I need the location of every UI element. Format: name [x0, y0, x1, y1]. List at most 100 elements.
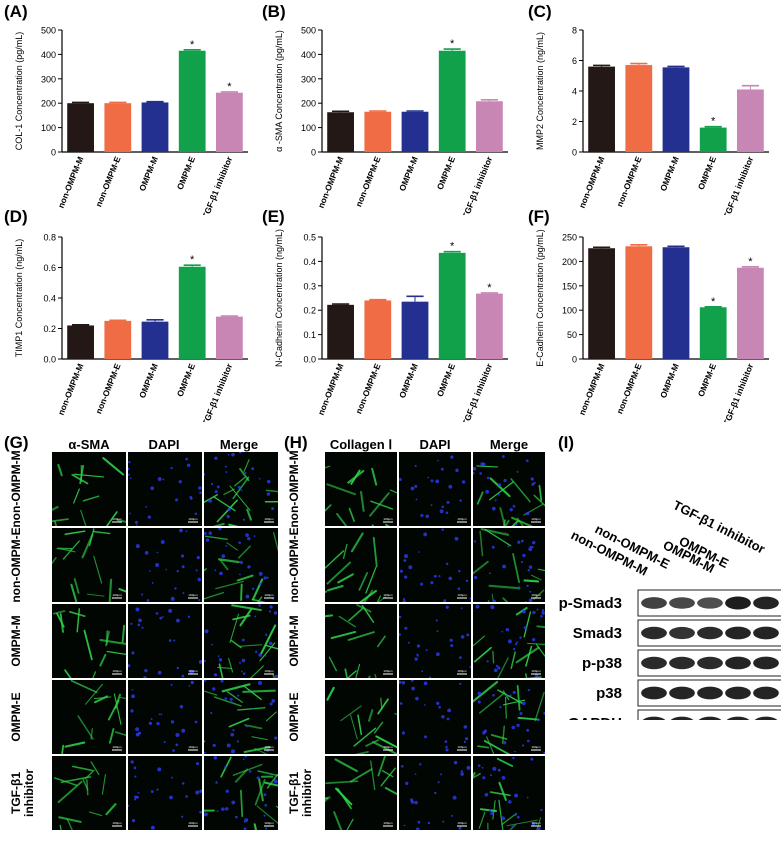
micrograph-texture: 100μm	[128, 756, 202, 830]
nucleus-dot	[225, 545, 227, 547]
nucleus-dot	[264, 804, 267, 807]
nucleus-dot	[151, 826, 155, 830]
cell-fiber	[216, 581, 244, 588]
cell-fiber	[73, 766, 92, 770]
nucleus-dot	[522, 744, 524, 746]
cell-fiber	[526, 674, 529, 678]
nucleus-dot	[152, 582, 154, 584]
nucleus-dot	[157, 767, 161, 771]
cell-fiber	[75, 579, 79, 593]
nucleus-dot	[252, 588, 254, 590]
scale-bar-label: 100μm	[112, 821, 122, 825]
nucleus-dot	[466, 633, 469, 636]
cell-fiber	[338, 789, 351, 808]
nucleus-dot	[204, 473, 205, 475]
cell-fiber	[479, 601, 489, 602]
bar	[142, 102, 169, 152]
nucleus-dot	[458, 570, 460, 572]
nucleus-dot	[420, 514, 423, 517]
nucleus-dot	[204, 680, 206, 682]
nucleus-dot	[149, 722, 152, 725]
cell-fiber	[386, 525, 397, 526]
nucleus-dot	[199, 660, 202, 664]
category-label: non-OMPM-M	[316, 155, 346, 210]
nucleus-dot	[132, 819, 135, 822]
y-tick-label: 200	[301, 99, 316, 109]
nucleus-dot	[464, 725, 468, 729]
micrograph-texture: 100μm	[128, 604, 202, 678]
micrograph-merge: 100μm	[204, 452, 278, 526]
blot-band	[753, 597, 779, 610]
nucleus-dot	[511, 825, 514, 828]
nucleus-dot	[179, 529, 183, 533]
significance-asterisk: *	[450, 38, 455, 50]
nucleus-dot	[196, 569, 198, 571]
micrograph-texture: 100μm	[325, 452, 397, 526]
nucleus-dot	[275, 675, 278, 678]
nucleus-dot	[169, 639, 172, 642]
nucleus-dot	[414, 657, 417, 660]
nucleus-dot	[214, 457, 217, 460]
cell-fiber	[274, 533, 278, 551]
nucleus-dot	[197, 556, 200, 559]
micrograph-texture: 100μm	[52, 528, 126, 602]
micrograph-merge: 100μm	[473, 452, 545, 526]
nucleus-dot	[244, 821, 246, 823]
cell-fiber	[356, 752, 367, 754]
micrograph-texture: 100μm	[204, 528, 278, 602]
nucleus-dot	[448, 577, 452, 581]
cell-fiber	[261, 625, 275, 653]
nucleus-dot	[225, 466, 227, 468]
nucleus-dot	[274, 611, 277, 614]
cell-fiber	[78, 716, 93, 739]
cell-fiber	[378, 636, 385, 646]
nucleus-dot	[490, 812, 494, 816]
scale-bar-label: 100μm	[112, 593, 122, 597]
y-tick-label: 0.0	[303, 355, 316, 365]
blot-band	[725, 657, 751, 670]
nucleus-dot	[461, 770, 463, 772]
nucleus-dot	[531, 477, 534, 480]
nucleus-dot	[265, 634, 267, 636]
nucleus-dot	[532, 638, 535, 641]
bar	[476, 294, 503, 359]
bar	[663, 67, 690, 152]
nucleus-dot	[230, 733, 234, 737]
nucleus-dot	[417, 644, 420, 647]
nucleus-dot	[416, 827, 419, 830]
nucleus-dot	[269, 610, 271, 612]
nucleus-dot	[469, 666, 471, 668]
nucleus-dot	[141, 593, 143, 595]
scale-bar-label: 100μm	[112, 669, 122, 673]
cell-fiber	[227, 692, 242, 702]
bar	[700, 128, 727, 152]
nucleus-dot	[158, 477, 162, 481]
nucleus-dot	[244, 472, 246, 474]
y-tick-label: 300	[41, 74, 56, 84]
nucleus-dot	[225, 807, 228, 810]
y-tick-label: 4	[572, 87, 577, 97]
cell-fiber	[350, 509, 355, 521]
nucleus-dot	[497, 666, 500, 669]
nucleus-dot	[143, 676, 146, 678]
nucleus-dot	[228, 454, 230, 456]
nucleus-dot	[190, 497, 193, 500]
category-label: non-OMPM-E	[353, 155, 382, 209]
y-axis-label: E-Cadherin Concentration (pg/mL)	[535, 229, 545, 367]
cell-fiber	[378, 699, 388, 713]
bar	[625, 246, 652, 359]
nucleus-dot	[157, 552, 159, 554]
nucleus-dot	[191, 681, 194, 684]
nucleus-dot	[507, 545, 509, 547]
nucleus-dot	[226, 790, 229, 793]
nucleus-dot	[446, 606, 449, 609]
cell-fiber	[60, 746, 63, 754]
nucleus-dot	[131, 651, 134, 654]
nucleus-dot	[404, 554, 408, 558]
nucleus-dot	[431, 504, 433, 506]
nucleus-dot	[136, 544, 140, 548]
nucleus-dot	[460, 772, 463, 775]
